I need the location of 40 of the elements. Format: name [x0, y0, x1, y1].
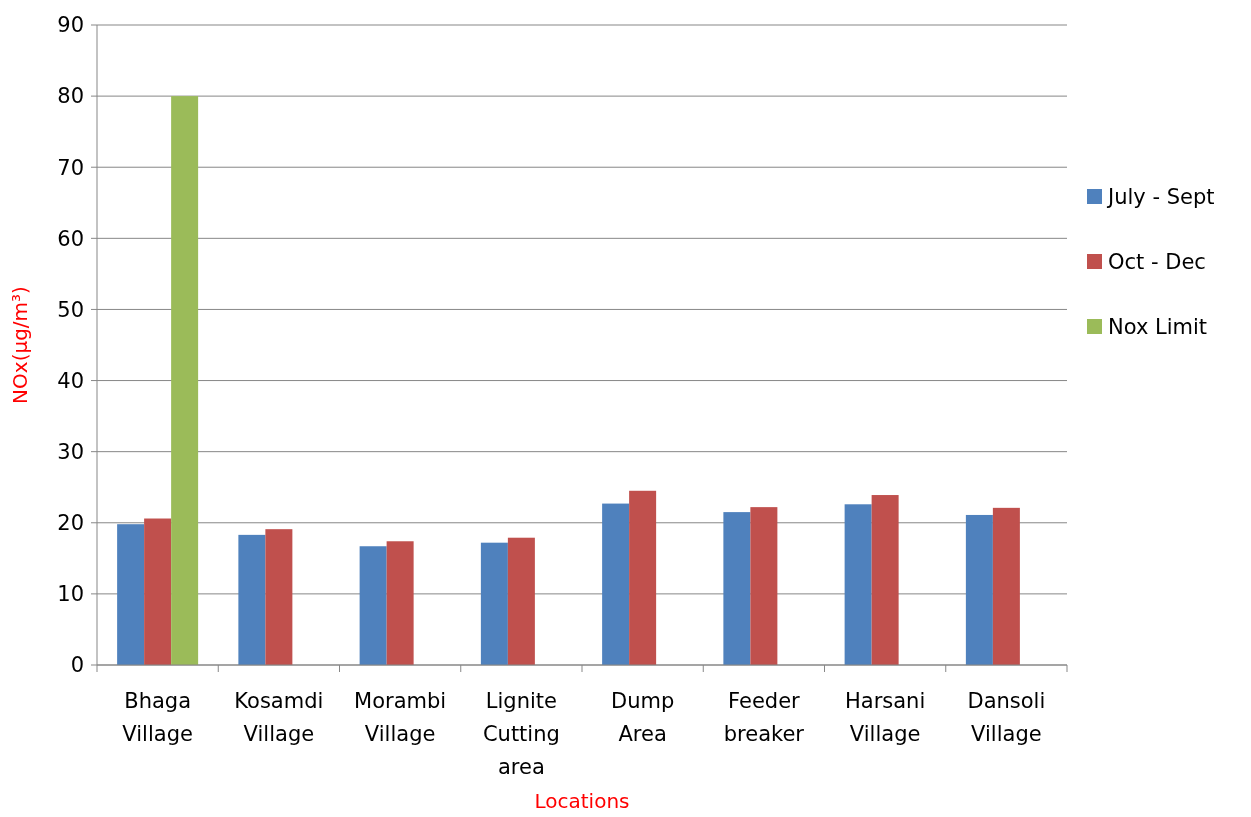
- y-tick-label: 80: [57, 84, 84, 109]
- bar: [480, 542, 508, 665]
- bar: [723, 512, 751, 665]
- y-tick-label: 70: [57, 155, 84, 180]
- y-tick-label: 30: [57, 440, 84, 465]
- bar: [507, 537, 535, 665]
- legend-label: Nox Limit: [1108, 315, 1208, 340]
- bar: [629, 490, 657, 665]
- y-tick-label: 60: [57, 226, 84, 251]
- bar: [171, 96, 199, 665]
- y-axis-title: NOx(µg/m³): [8, 286, 32, 404]
- y-tick-label: 20: [57, 511, 84, 536]
- bar: [965, 514, 993, 665]
- bar: [750, 507, 778, 665]
- x-tick-label: Lignite Cutting area: [482, 689, 560, 779]
- y-tick-label: 40: [57, 368, 84, 393]
- y-tick-label: 0: [70, 653, 84, 678]
- legend-label: Oct - Dec: [1108, 250, 1206, 275]
- x-axis-title: Locations: [534, 789, 630, 813]
- y-tick-label: 50: [57, 297, 84, 322]
- bar: [144, 518, 172, 665]
- x-tick-label: Kosamdi Village: [234, 689, 324, 746]
- x-tick-label: Dump Area: [610, 689, 675, 746]
- x-tick-label: Feeder breaker: [723, 689, 805, 746]
- x-tick-label: Morambi Village: [354, 689, 447, 746]
- y-tick-label: 90: [57, 13, 84, 38]
- x-tick-label: Bhaga Village: [122, 689, 193, 746]
- y-tick-label: 10: [57, 582, 84, 607]
- bar: [992, 507, 1020, 665]
- bar: [265, 529, 293, 665]
- legend-label: July - Sept: [1106, 185, 1215, 210]
- bar: [386, 541, 414, 665]
- bar: [871, 495, 899, 665]
- x-tick-label: Dansoli Village: [967, 689, 1046, 746]
- bar: [238, 534, 266, 665]
- bar: [117, 524, 145, 665]
- x-tick-label: Harsani Village: [845, 689, 926, 746]
- bar: [359, 546, 387, 665]
- bar: [844, 504, 872, 665]
- bar: [602, 503, 630, 665]
